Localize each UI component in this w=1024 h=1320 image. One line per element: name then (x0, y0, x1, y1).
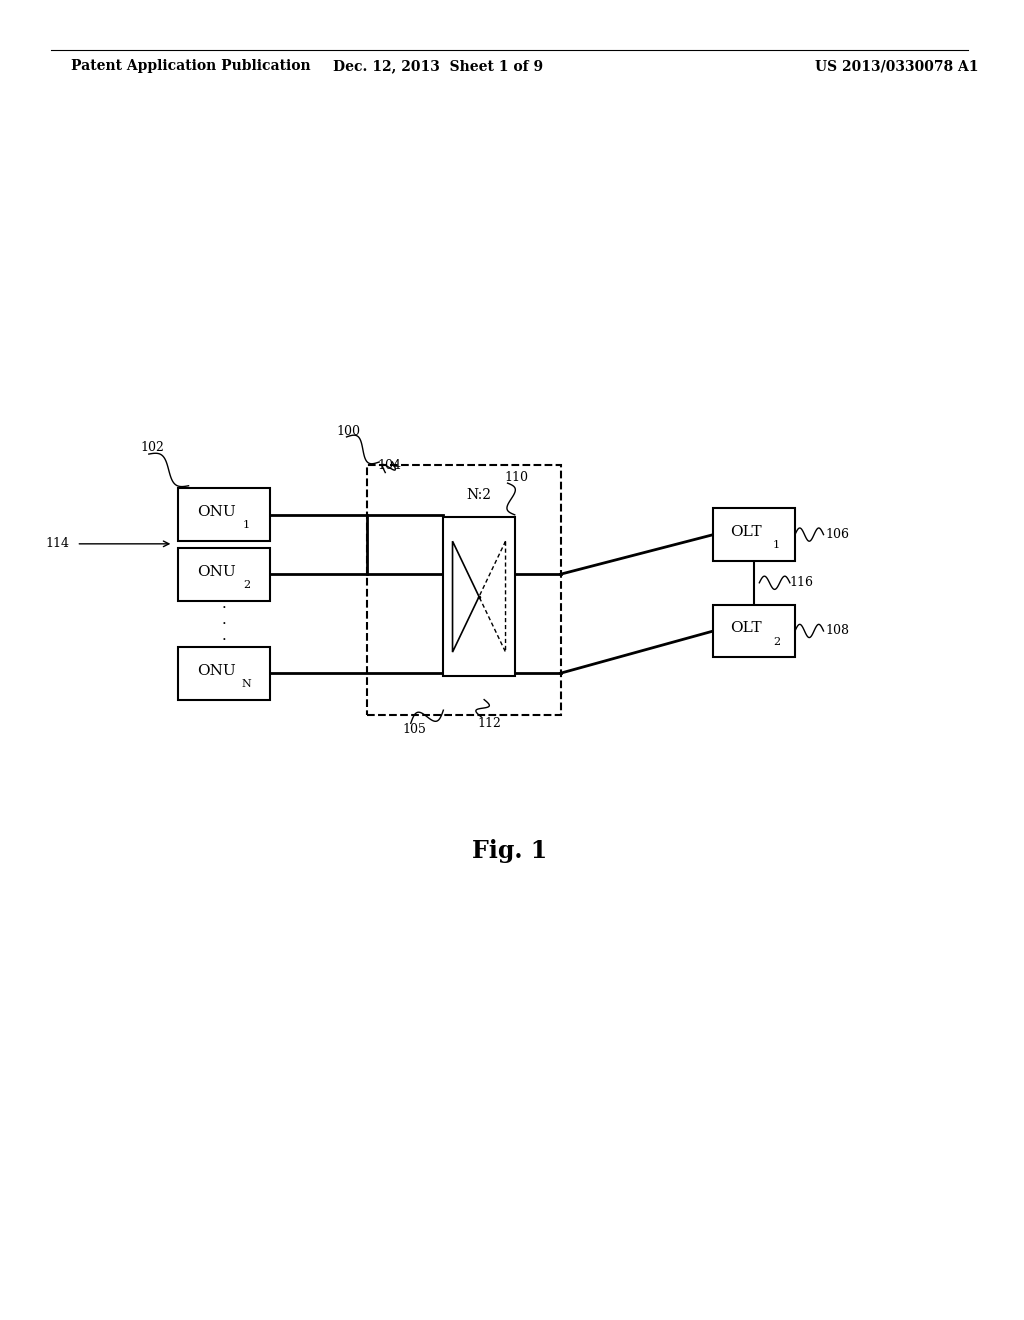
Text: N:2: N:2 (467, 487, 492, 502)
Text: ONU: ONU (197, 506, 236, 519)
Bar (714, 508, 795, 561)
Text: OLT: OLT (730, 525, 762, 539)
Bar (178, 488, 270, 541)
Text: ·: · (222, 616, 226, 631)
Text: 100: 100 (336, 425, 360, 438)
Text: ONU: ONU (197, 565, 236, 578)
Text: 1: 1 (243, 520, 250, 531)
Text: 110: 110 (505, 471, 528, 484)
Bar (443, 517, 515, 676)
Text: 105: 105 (402, 723, 426, 737)
Text: 102: 102 (140, 441, 165, 454)
Text: Patent Application Publication: Patent Application Publication (72, 59, 311, 74)
Text: N: N (242, 678, 252, 689)
Text: 1: 1 (773, 540, 780, 550)
Text: ·: · (222, 601, 226, 615)
Text: OLT: OLT (730, 622, 762, 635)
Text: 114: 114 (45, 537, 70, 550)
Text: ONU: ONU (197, 664, 236, 677)
Bar (367, 465, 560, 715)
Bar (714, 605, 795, 657)
Text: 108: 108 (825, 624, 850, 638)
Bar (178, 548, 270, 601)
Text: Fig. 1: Fig. 1 (472, 840, 547, 863)
Text: 116: 116 (790, 577, 814, 589)
Text: Dec. 12, 2013  Sheet 1 of 9: Dec. 12, 2013 Sheet 1 of 9 (333, 59, 544, 74)
Text: 106: 106 (825, 528, 850, 541)
Text: US 2013/0330078 A1: US 2013/0330078 A1 (815, 59, 979, 74)
Text: 2: 2 (243, 579, 250, 590)
Text: 104: 104 (377, 459, 401, 473)
Text: 2: 2 (773, 636, 780, 647)
Bar (178, 647, 270, 700)
Text: ·: · (222, 632, 226, 647)
Text: 112: 112 (477, 717, 501, 730)
